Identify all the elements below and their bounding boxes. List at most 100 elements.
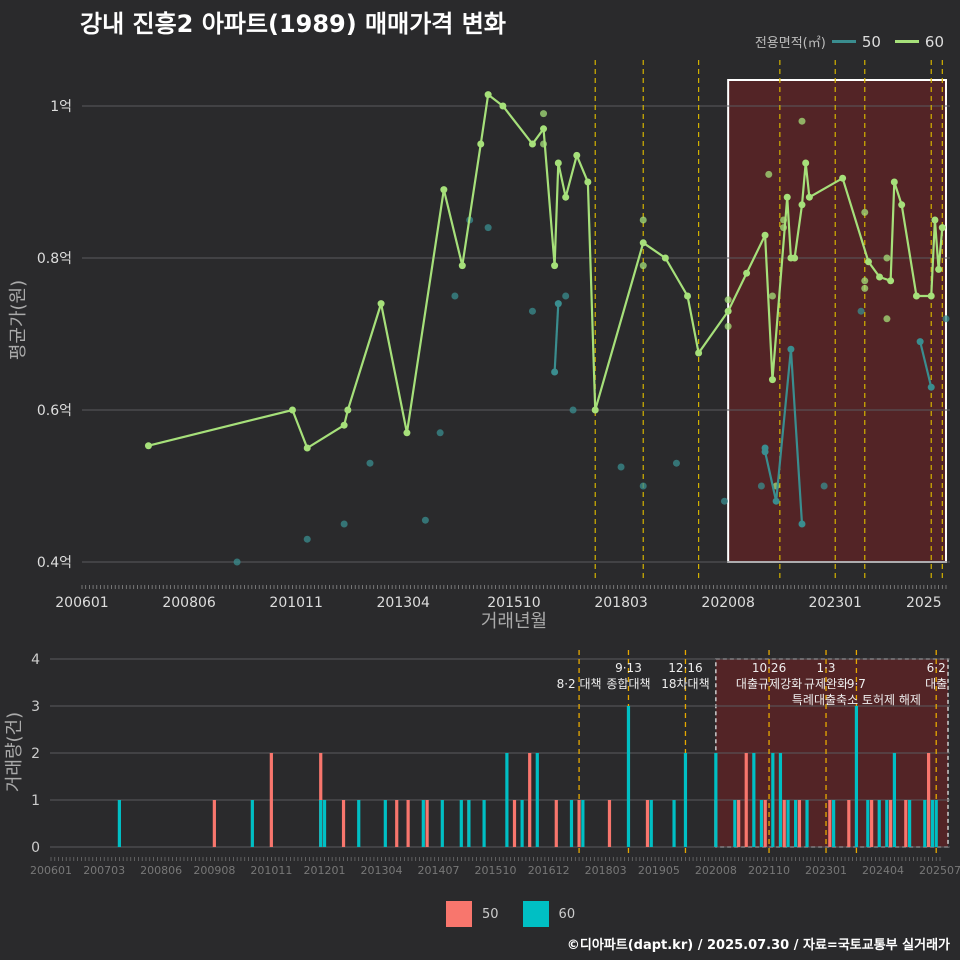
- point-60: [724, 296, 732, 304]
- line-point-60: [551, 262, 559, 270]
- volume-bar-60: [482, 800, 486, 847]
- line-point-60: [288, 406, 296, 414]
- point-50: [436, 429, 444, 437]
- volume-bar-50: [607, 800, 612, 847]
- volume-y-tick-label: 0: [31, 840, 40, 856]
- volume-x-tick-label: 202008: [695, 864, 737, 877]
- line-point-60: [573, 151, 581, 159]
- line-point-60: [440, 186, 448, 194]
- line-point-60: [477, 140, 485, 148]
- legend-swatch-50: [831, 40, 856, 43]
- point-50: [562, 292, 570, 300]
- volume-bar-50: [870, 800, 874, 847]
- volume-bar-60: [459, 800, 463, 847]
- point-60: [540, 110, 548, 118]
- x-tick-label: 202301: [809, 595, 862, 611]
- volume-bar-50: [889, 800, 893, 847]
- policy-label: 특례대출축소 토허제 해제: [792, 693, 921, 707]
- chart-title: 강내 진흥2 아파트(1989) 매매가격 변화: [80, 10, 506, 38]
- line-point-60: [931, 216, 939, 224]
- volume-x-tick-label: 200703: [83, 864, 125, 877]
- point-60: [883, 315, 891, 323]
- volume-x-tick-label: 201011: [250, 864, 292, 877]
- x-tick-label: 2025: [906, 595, 942, 611]
- volume-bar-50: [828, 800, 832, 847]
- line-point-60: [403, 429, 411, 437]
- price-chart: 0.4억 0.6억 0.8억 1억 200601 200806 201011 201304 20…: [8, 60, 950, 632]
- volume-y-tick-label: 4: [31, 652, 40, 668]
- series-line-50: [553, 303, 560, 373]
- volume-bar-60: [357, 800, 361, 847]
- legend-box-60: [522, 901, 549, 927]
- line-point-60: [864, 258, 872, 266]
- x-tick-label: 202008: [701, 595, 754, 611]
- y-tick-label: 0.4억: [37, 555, 72, 571]
- x-tick-label: 201803: [594, 595, 647, 611]
- point-60: [861, 284, 869, 292]
- volume-bar-60: [714, 753, 718, 847]
- volume-bar-60: [505, 753, 509, 847]
- volume-legend-label-50: 50: [482, 906, 499, 922]
- volume-x-tick-label: 202404: [862, 864, 904, 877]
- volume-bar-50: [577, 800, 581, 847]
- x-axis-title: 거래년월: [481, 611, 547, 632]
- line-point-60: [938, 224, 946, 232]
- volume-bar-60: [250, 800, 254, 847]
- legend-swatch-60: [894, 40, 919, 43]
- line-point-60: [912, 292, 920, 300]
- point-50: [421, 516, 429, 524]
- volume-y-axis-title: 거래량(건): [4, 712, 25, 792]
- point-60: [768, 292, 776, 300]
- line-point-60: [724, 307, 732, 315]
- volume-x-tick-label: 201905: [638, 864, 680, 877]
- volume-bar-60: [440, 800, 444, 847]
- point-50: [233, 558, 241, 566]
- volume-bar-60: [794, 800, 798, 847]
- line-point-60: [761, 231, 769, 239]
- policy-label: 6·2: [927, 661, 946, 675]
- line-point-60: [839, 174, 847, 182]
- volume-bar-60: [733, 800, 737, 847]
- volume-bar-60: [383, 800, 387, 847]
- volume-bar-60: [866, 800, 870, 847]
- volume-bar-50: [744, 753, 748, 847]
- y-tick-label: 0.6억: [37, 403, 72, 419]
- volume-bar-60: [319, 800, 323, 847]
- volume-x-tick-label: 202301: [805, 864, 847, 877]
- line-point-50: [916, 338, 924, 346]
- volume-bar-50: [528, 753, 532, 847]
- policy-label: 10·26: [752, 661, 786, 675]
- volume-bar-60: [626, 706, 631, 847]
- line-point-60: [591, 406, 599, 414]
- line-point-50: [551, 368, 559, 376]
- volume-bar-60: [930, 800, 935, 847]
- line-point-60: [528, 140, 536, 148]
- volume-bar-50: [847, 800, 851, 847]
- policy-label: 규제완화: [804, 677, 848, 691]
- point-50: [484, 224, 492, 232]
- line-point-60: [743, 269, 751, 277]
- volume-x-tick-label: 201407: [418, 864, 460, 877]
- volume-x-tick-label: 201612: [528, 864, 570, 877]
- policy-label: 1·3: [816, 661, 835, 675]
- volume-bar-60: [649, 800, 653, 847]
- point-50: [451, 292, 459, 300]
- footer-credit: ©디아파트(dapt.kr) / 2025.07.30 / 자료=국토교통부 실…: [566, 938, 950, 953]
- point-50: [820, 482, 828, 490]
- line-point-60: [805, 193, 813, 201]
- line-point-60: [584, 178, 592, 186]
- line-point-60: [684, 292, 692, 300]
- legend-label-60: 60: [924, 32, 944, 51]
- policy-label: 대출: [925, 677, 947, 691]
- policy-label: 9·7: [847, 677, 866, 691]
- point-50: [757, 482, 765, 490]
- volume-x-tick-label: 201304: [361, 864, 403, 877]
- x-tick-label: 201304: [377, 595, 431, 611]
- policy-label: 18차대책: [661, 676, 709, 691]
- volume-bar-60: [854, 706, 859, 847]
- line-point-60: [898, 201, 906, 209]
- volume-x-tick-label: 202507: [919, 864, 960, 877]
- volume-bar-60: [877, 800, 881, 847]
